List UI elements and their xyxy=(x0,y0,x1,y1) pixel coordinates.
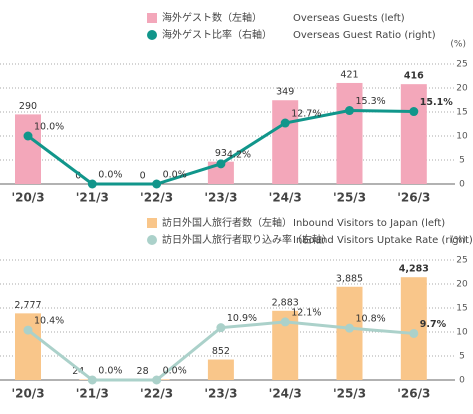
x-tick-label: '22/3 xyxy=(140,387,173,401)
y2-axis-label: (%) xyxy=(450,236,466,246)
line-value-label: 10.4% xyxy=(34,316,64,327)
y2-tick-label: 0 xyxy=(459,180,465,190)
bar-value-label: 416 xyxy=(404,71,424,82)
x-tick-label: '23/3 xyxy=(204,387,237,401)
bar-value-label: 28 xyxy=(137,366,149,377)
line-value-label: 15.1% xyxy=(420,97,453,108)
line-point xyxy=(280,317,290,327)
bar-value-label: 93 xyxy=(215,148,227,159)
line-value-label: 10.0% xyxy=(34,122,64,133)
y2-tick-label: 20 xyxy=(456,280,468,290)
bar xyxy=(15,313,41,380)
y2-tick-label: 0 xyxy=(459,376,465,386)
legend-swatch xyxy=(147,30,157,40)
y2-tick-label: 25 xyxy=(456,256,467,266)
bar xyxy=(400,277,427,380)
line-point xyxy=(409,107,419,117)
y2-tick-label: 15 xyxy=(456,108,467,118)
y2-tick-label: 15 xyxy=(456,304,467,314)
bar-value-label: 4,283 xyxy=(399,264,429,275)
x-tick-label: '24/3 xyxy=(269,191,302,205)
bar xyxy=(272,100,299,184)
line-point xyxy=(152,375,162,385)
y2-axis-label: (%) xyxy=(450,40,466,50)
line-point xyxy=(345,106,354,116)
bar-value-label: 0 xyxy=(75,171,81,182)
line-value-label: 4.2% xyxy=(227,149,251,160)
x-tick-label: '20/3 xyxy=(11,387,44,401)
x-tick-label: '26/3 xyxy=(397,191,430,205)
x-tick-label: '21/3 xyxy=(76,387,109,401)
y2-tick-label: 5 xyxy=(459,352,465,362)
legend-label: 訪日外国人旅行者数（左軸） xyxy=(162,216,292,229)
bar xyxy=(400,84,427,184)
y2-tick-label: 25 xyxy=(456,60,467,70)
x-tick-label: '25/3 xyxy=(333,387,366,401)
bar-value-label: 349 xyxy=(276,87,294,98)
legend-swatch xyxy=(147,235,157,245)
bar xyxy=(207,359,234,380)
bar-value-label: 24 xyxy=(72,366,84,377)
line-value-label: 9.7% xyxy=(420,319,447,330)
x-tick-label: '26/3 xyxy=(397,387,430,401)
line-point xyxy=(345,323,354,333)
line-value-label: 0.0% xyxy=(98,170,122,181)
line-point xyxy=(87,375,97,385)
bar-value-label: 2,883 xyxy=(272,297,299,308)
line-point xyxy=(216,323,226,333)
line-value-label: 10.8% xyxy=(356,314,386,325)
bar-value-label: 2,777 xyxy=(14,300,41,311)
legend-label: 訪日外国人旅行者取り込み率（右軸） xyxy=(162,233,332,246)
bar xyxy=(336,82,363,184)
y2-tick-label: 10 xyxy=(456,132,468,142)
x-tick-label: '24/3 xyxy=(269,387,302,401)
y2-tick-label: 20 xyxy=(456,84,468,94)
x-tick-label: '25/3 xyxy=(333,191,366,205)
bar xyxy=(336,286,363,380)
line-point xyxy=(152,179,162,189)
legend-label-en: Overseas Guest Ratio (right) xyxy=(293,30,436,41)
bar-value-label: 290 xyxy=(19,101,37,112)
line-point xyxy=(23,325,33,335)
line-value-label: 15.3% xyxy=(356,96,386,107)
line-point xyxy=(280,118,290,128)
line-point xyxy=(23,131,33,141)
line-point xyxy=(216,159,226,169)
legend-swatch xyxy=(147,13,157,23)
line-point xyxy=(87,179,97,189)
legend-label: 海外ゲスト数（左軸） xyxy=(162,11,262,24)
line-value-label: 0.0% xyxy=(98,366,122,377)
legend-label: 海外ゲスト比率（右軸） xyxy=(162,28,272,41)
x-tick-label: '23/3 xyxy=(204,191,237,205)
line-value-label: 10.9% xyxy=(227,313,257,324)
x-tick-label: '22/3 xyxy=(140,191,173,205)
bar-value-label: 3,885 xyxy=(336,273,363,284)
y2-tick-label: 10 xyxy=(456,328,468,338)
x-tick-label: '21/3 xyxy=(76,191,109,205)
y2-tick-label: 5 xyxy=(459,156,465,166)
bar xyxy=(15,114,41,184)
legend-label-en: Inbound Visitors to Japan (left) xyxy=(293,218,445,229)
x-tick-label: '20/3 xyxy=(11,191,44,205)
legend-label-en: Overseas Guests (left) xyxy=(293,13,405,24)
bar-value-label: 0 xyxy=(140,171,146,182)
bar-value-label: 421 xyxy=(340,69,358,80)
line-value-label: 0.0% xyxy=(163,366,187,377)
bar-value-label: 852 xyxy=(212,346,230,357)
legend-swatch xyxy=(147,218,157,228)
legend-label-en: Inbound Visitors Uptake Rate (right) xyxy=(293,235,473,246)
line-value-label: 12.7% xyxy=(291,109,321,120)
line-value-label: 0.0% xyxy=(163,170,187,181)
line-value-label: 12.1% xyxy=(291,307,321,318)
line-point xyxy=(409,328,419,338)
